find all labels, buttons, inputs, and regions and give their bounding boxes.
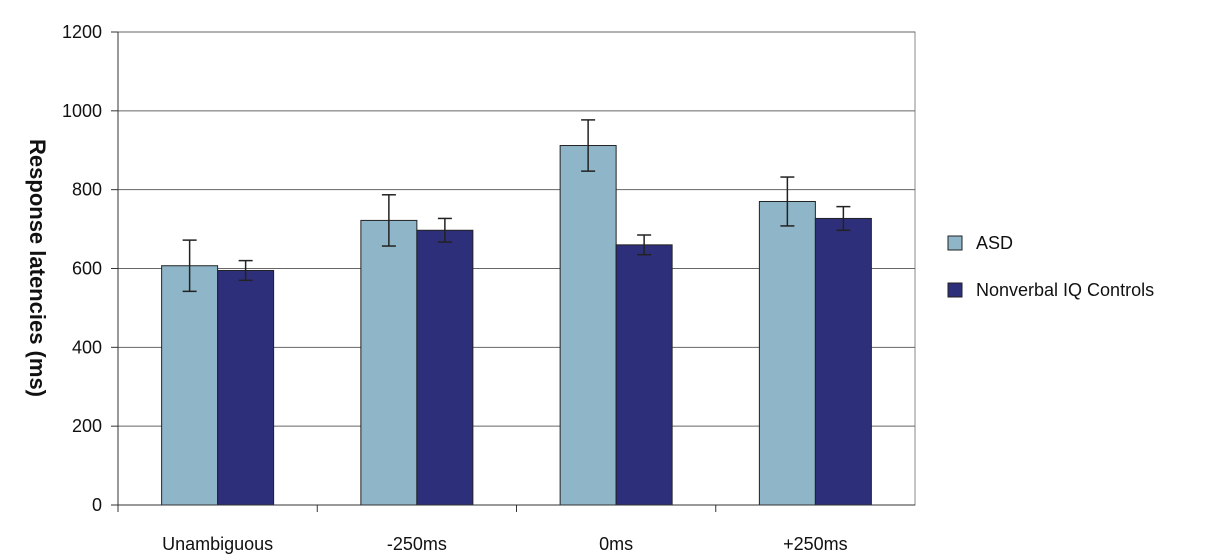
legend-swatch [947,235,963,251]
bar-nonverbal-iq-controls [615,244,673,506]
bar-nonverbal-iq-controls [217,269,275,506]
x-tick-label: -250ms [387,534,447,554]
legend: ASD Nonverbal IQ Controls [947,233,1154,300]
x-tick-label: Unambiguous [162,534,273,554]
y-tick-label: 0 [92,495,102,515]
y-axis-label: Response latencies (ms) [25,139,50,397]
x-tick-label: +250ms [783,534,848,554]
legend-swatch [947,282,963,298]
y-tick-label: 200 [72,416,102,436]
x-axis-ticks: Unambiguous -250ms 0ms +250ms [117,505,848,554]
y-tick-label: 1200 [62,22,102,42]
bar-nonverbal-iq-controls [416,229,474,506]
y-axis-ticks: 0 200 400 600 800 1000 1200 [62,22,118,515]
y-tick-label: 400 [72,337,102,357]
legend-label: ASD [976,233,1013,253]
bar-nonverbal-iq-controls [814,217,872,506]
y-tick-label: 600 [72,259,102,279]
bar-asd [161,265,219,506]
y-tick-label: 1000 [62,101,102,121]
bar-asd [559,145,617,506]
error-bars [182,119,851,293]
x-tick-label: 0ms [599,534,633,554]
bar-asd [360,219,418,506]
bar-asd [758,200,816,506]
legend-label: Nonverbal IQ Controls [976,280,1154,300]
y-tick-label: 800 [72,180,102,200]
